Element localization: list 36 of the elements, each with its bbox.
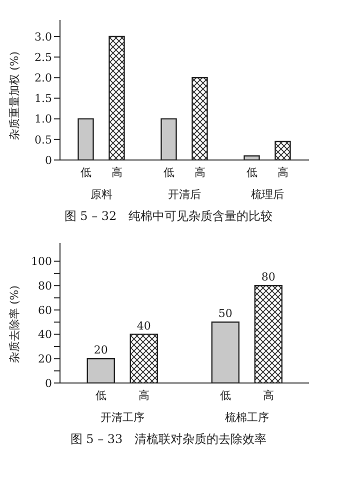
y-tick-label: 100	[31, 255, 52, 268]
series-label: 低	[95, 389, 106, 402]
text: 低	[220, 389, 231, 402]
data-label: 20	[94, 344, 108, 357]
x-tick-label: 开清后	[168, 188, 201, 201]
y-tick-label: 0	[45, 154, 52, 167]
y-tick-label: 2.0	[34, 72, 52, 85]
y-tick-label: 1.5	[34, 92, 52, 106]
y-tick-label: 60	[38, 304, 52, 317]
text: 高	[194, 166, 206, 179]
y-tick-label: 0.5	[34, 133, 52, 146]
data-label: 40	[136, 319, 151, 332]
y-tick-label: 0	[45, 376, 52, 390]
text: 高	[262, 389, 274, 402]
x-tick-label: 梳理后	[251, 188, 284, 201]
text: 低	[246, 166, 258, 179]
y-tick-label: 20	[38, 352, 52, 366]
series-label: 高	[111, 166, 122, 179]
y-tick-label: 3.0	[34, 30, 52, 44]
series-label: 高	[138, 389, 150, 402]
y-tick-label: 40	[38, 328, 52, 342]
x-tick-label: 原料	[90, 188, 112, 201]
y-tick-label: 80	[38, 280, 52, 293]
series-label: 低	[80, 166, 92, 179]
text: 图 5 – 33 清梳联对杂质的去除效率	[69, 431, 268, 448]
text: 低	[163, 166, 174, 179]
x-tick-label: 开清工序	[100, 411, 144, 424]
x-tick-label: 梳棉工序	[224, 411, 269, 424]
y-tick-label: 2.5	[34, 50, 52, 64]
y-axis-title: 杂质重量加权 (%)	[8, 51, 21, 140]
y-tick-label: 1.0	[34, 112, 52, 126]
data-label: 80	[261, 270, 276, 284]
data-label: 50	[218, 307, 232, 320]
y-axis-title: 杂质去除率 (%)	[8, 285, 21, 363]
text: 图 5 – 32 纯棉中可见杂质含量的比较	[63, 208, 274, 225]
text: 高	[277, 166, 288, 179]
